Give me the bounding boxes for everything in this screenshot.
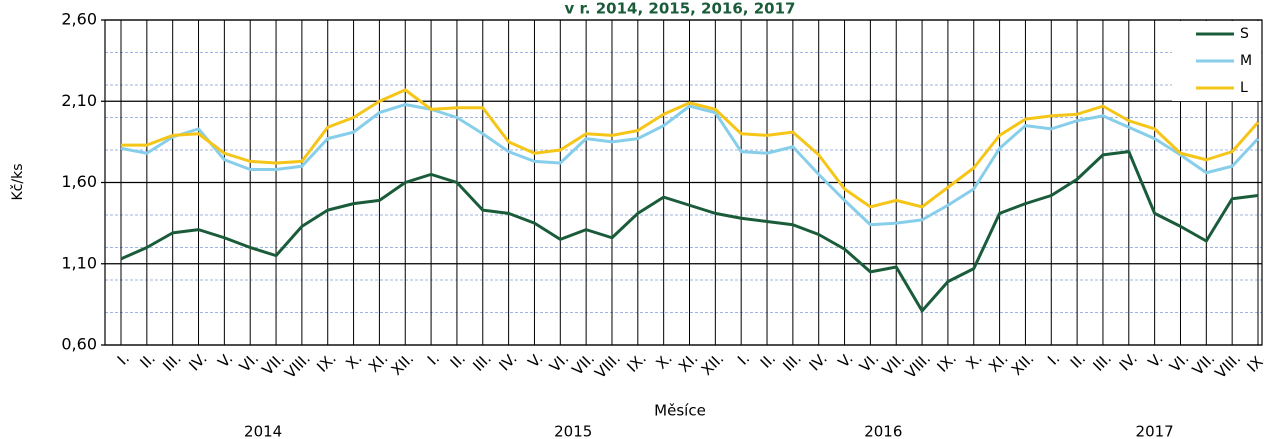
x-tick-label: IV. xyxy=(1116,349,1141,374)
x-tick-label: II. xyxy=(1067,349,1089,371)
x-tick-label: X. xyxy=(652,349,675,372)
x-tick-label: V. xyxy=(214,349,236,371)
x-tick-label: VIII. xyxy=(281,349,314,382)
x-tick-label: X. xyxy=(342,349,365,372)
x-tick-label: VI. xyxy=(856,349,882,375)
x-tick-label: IV. xyxy=(185,349,210,374)
x-tick-label: IX. xyxy=(623,349,649,375)
x-tick-label: VII. xyxy=(258,349,288,379)
x-tick-label: IX. xyxy=(1244,349,1264,375)
x-tick-label: XI. xyxy=(365,349,391,375)
year-label: 2015 xyxy=(554,423,592,439)
year-label: 2017 xyxy=(1136,423,1174,439)
series-line xyxy=(120,103,1260,227)
legend-label: S xyxy=(1240,26,1249,42)
x-tick-label: III. xyxy=(779,349,804,374)
x-axis-label: Měsíce xyxy=(654,402,706,420)
x-tick-label: VIII. xyxy=(1211,349,1244,382)
y-tick-label: 2,60 xyxy=(61,10,97,29)
x-tick-label: III. xyxy=(469,349,494,374)
x-tick-label: V. xyxy=(835,349,857,371)
x-tick-label: VII. xyxy=(1189,349,1219,379)
x-tick-label: IX. xyxy=(933,349,959,375)
x-tick-label: I. xyxy=(734,349,753,368)
x-tick-label: IV. xyxy=(495,349,520,374)
x-tick-label: VIII. xyxy=(591,349,624,382)
x-tick-label: I. xyxy=(424,349,443,368)
chart-title: v r. 2014, 2015, 2016, 2017 xyxy=(565,0,796,18)
year-label: 2016 xyxy=(864,423,902,439)
x-tick-label: X. xyxy=(962,349,985,372)
x-tick-label: VIII. xyxy=(901,349,934,382)
year-label: 2014 xyxy=(244,423,282,439)
y-tick-label: 1,10 xyxy=(61,253,97,272)
y-tick-label: 1,60 xyxy=(61,172,97,191)
plot-frame xyxy=(104,19,1263,346)
legend-label: M xyxy=(1240,53,1252,69)
x-tick-label: V. xyxy=(524,349,546,371)
x-tick-label: II. xyxy=(447,349,469,371)
x-tick-label: VII. xyxy=(569,349,599,379)
y-tick-label: 0,60 xyxy=(61,335,97,354)
x-tick-label: V. xyxy=(1145,349,1167,371)
series-line xyxy=(121,88,1260,209)
x-tick-label: VI. xyxy=(546,349,572,375)
series-line xyxy=(120,150,1259,313)
x-tick-label: XII. xyxy=(1008,349,1038,379)
x-tick-label: IV. xyxy=(806,349,831,374)
x-tick-label: XI. xyxy=(675,349,701,375)
x-tick-label: XII. xyxy=(388,349,418,379)
x-tick-label: III. xyxy=(1089,349,1114,374)
y-tick-label: 2,10 xyxy=(61,91,97,110)
x-tick-label: XI. xyxy=(985,349,1011,375)
y-axis-label: Kč/ks xyxy=(10,164,26,201)
x-tick-label: IX. xyxy=(313,349,339,375)
x-tick-label: VI. xyxy=(1166,349,1192,375)
x-tick-label: III. xyxy=(159,349,184,374)
x-tick-label: VI. xyxy=(236,349,262,375)
x-tick-label: II. xyxy=(136,349,158,371)
x-tick-label: I. xyxy=(114,349,133,368)
x-tick-label: XII. xyxy=(698,349,728,379)
x-tick-label: I. xyxy=(1044,349,1063,368)
x-tick-label: VII. xyxy=(879,349,909,379)
x-tick-label: II. xyxy=(757,349,779,371)
legend-label: L xyxy=(1240,80,1248,96)
